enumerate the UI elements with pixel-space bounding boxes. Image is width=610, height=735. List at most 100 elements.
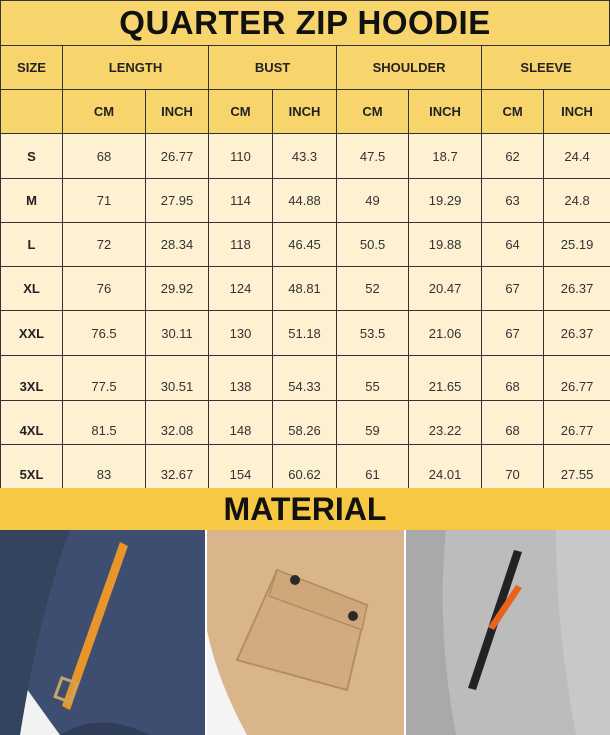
value-cell: 67 xyxy=(481,266,545,311)
size-table: SIZE LENGTH BUST SHOULDER SLEEVE CM INCH… xyxy=(0,45,610,489)
size-cell: S xyxy=(0,133,63,179)
pocket-flap xyxy=(268,569,368,632)
value-cell: 68 xyxy=(62,133,146,179)
value-cell: 52 xyxy=(336,266,410,311)
value-cell: 26.37 xyxy=(543,266,610,311)
value-cell: 67 xyxy=(481,310,545,356)
orange-strap xyxy=(62,542,128,710)
header-unit: INCH xyxy=(543,89,610,134)
value-cell: 60.62 xyxy=(272,444,338,489)
khaki-fabric-photo xyxy=(207,530,404,735)
table-row: M 71 27.95 114 44.88 49 19.29 63 24.8 xyxy=(0,178,610,223)
value-cell: 29.92 xyxy=(144,266,210,311)
buckle-icon xyxy=(53,675,79,705)
chart-title: QUARTER ZIP HOODIE xyxy=(0,0,610,46)
value-cell: 118 xyxy=(208,222,274,267)
value-cell: 130 xyxy=(208,310,274,356)
header-size: SIZE xyxy=(0,45,63,90)
value-cell: 30.11 xyxy=(144,310,210,356)
value-cell: 68 xyxy=(481,400,545,445)
value-cell: 51.18 xyxy=(272,310,338,356)
size-cell: 5XL xyxy=(0,444,63,489)
header-sleeve: SLEEVE xyxy=(481,45,610,90)
value-cell: 76.5 xyxy=(62,310,146,356)
size-cell: M xyxy=(0,178,63,223)
size-cell: 3XL xyxy=(0,355,63,401)
value-cell: 68 xyxy=(481,355,545,401)
value-cell: 72 xyxy=(62,222,146,267)
value-cell: 19.88 xyxy=(408,222,483,267)
navy-fabric-photo xyxy=(0,530,205,735)
value-cell: 70 xyxy=(481,444,545,489)
header-length: LENGTH xyxy=(61,45,210,90)
value-cell: 71 xyxy=(62,178,146,223)
value-cell: 154 xyxy=(208,444,274,489)
gray-fabric-photo xyxy=(406,530,610,735)
value-cell: 28.34 xyxy=(144,222,210,267)
value-cell: 32.08 xyxy=(144,400,210,445)
value-cell: 76 xyxy=(62,266,146,311)
value-cell: 25.19 xyxy=(543,222,610,267)
value-cell: 21.06 xyxy=(408,310,483,356)
value-cell: 20.47 xyxy=(408,266,483,311)
value-cell: 23.22 xyxy=(408,400,483,445)
value-cell: 24.8 xyxy=(543,178,610,223)
snap-button-icon xyxy=(348,611,358,621)
header-group-row: SIZE LENGTH BUST SHOULDER SLEEVE xyxy=(0,45,610,90)
table-row: 3XL 77.5 30.51 138 54.33 55 21.65 68 26.77 xyxy=(0,355,610,401)
header-blank xyxy=(0,89,63,134)
value-cell: 26.77 xyxy=(543,355,610,401)
value-cell: 64 xyxy=(481,222,545,267)
table-row: S 68 26.77 110 43.3 47.5 18.7 62 24.4 xyxy=(0,133,610,179)
table-row: L 72 28.34 118 46.45 50.5 19.88 64 25.19 xyxy=(0,222,610,267)
value-cell: 27.95 xyxy=(144,178,210,223)
value-cell: 53.5 xyxy=(336,310,410,356)
size-cell: 4XL xyxy=(0,400,63,445)
header-unit-row: CM INCH CM INCH CM INCH CM INCH xyxy=(0,89,610,134)
header-unit: CM xyxy=(62,89,146,134)
size-cell: XXL xyxy=(0,310,63,356)
value-cell: 24.01 xyxy=(408,444,483,489)
value-cell: 59 xyxy=(336,400,410,445)
value-cell: 62 xyxy=(481,133,545,179)
value-cell: 83 xyxy=(62,444,146,489)
zipper-pull-icon xyxy=(488,585,522,630)
header-shoulder: SHOULDER xyxy=(336,45,483,90)
value-cell: 21.65 xyxy=(408,355,483,401)
value-cell: 54.33 xyxy=(272,355,338,401)
snap-button-icon xyxy=(290,575,300,585)
size-cell: L xyxy=(0,222,63,267)
value-cell: 138 xyxy=(208,355,274,401)
value-cell: 81.5 xyxy=(62,400,146,445)
value-cell: 26.77 xyxy=(144,133,210,179)
value-cell: 61 xyxy=(336,444,410,489)
header-unit: CM xyxy=(336,89,410,134)
value-cell: 24.4 xyxy=(543,133,610,179)
header-unit: INCH xyxy=(144,89,210,134)
value-cell: 77.5 xyxy=(62,355,146,401)
header-unit: INCH xyxy=(272,89,338,134)
value-cell: 47.5 xyxy=(336,133,410,179)
table-row: XXL 76.5 30.11 130 51.18 53.5 21.06 67 26.37 xyxy=(0,310,610,356)
value-cell: 50.5 xyxy=(336,222,410,267)
header-unit: CM xyxy=(481,89,545,134)
value-cell: 110 xyxy=(208,133,274,179)
value-cell: 18.7 xyxy=(408,133,483,179)
header-bust: BUST xyxy=(208,45,338,90)
value-cell: 43.3 xyxy=(272,133,338,179)
size-cell: XL xyxy=(0,266,63,311)
material-banner: MATERIAL xyxy=(0,488,610,530)
header-unit: INCH xyxy=(408,89,483,134)
value-cell: 26.77 xyxy=(543,400,610,445)
value-cell: 30.51 xyxy=(144,355,210,401)
value-cell: 48.81 xyxy=(272,266,338,311)
table-row: 5XL 83 32.67 154 60.62 61 24.01 70 27.55 xyxy=(0,444,610,489)
table-row: XL 76 29.92 124 48.81 52 20.47 67 26.37 xyxy=(0,266,610,311)
value-cell: 148 xyxy=(208,400,274,445)
value-cell: 46.45 xyxy=(272,222,338,267)
value-cell: 124 xyxy=(208,266,274,311)
value-cell: 44.88 xyxy=(272,178,338,223)
value-cell: 26.37 xyxy=(543,310,610,356)
value-cell: 19.29 xyxy=(408,178,483,223)
value-cell: 63 xyxy=(481,178,545,223)
